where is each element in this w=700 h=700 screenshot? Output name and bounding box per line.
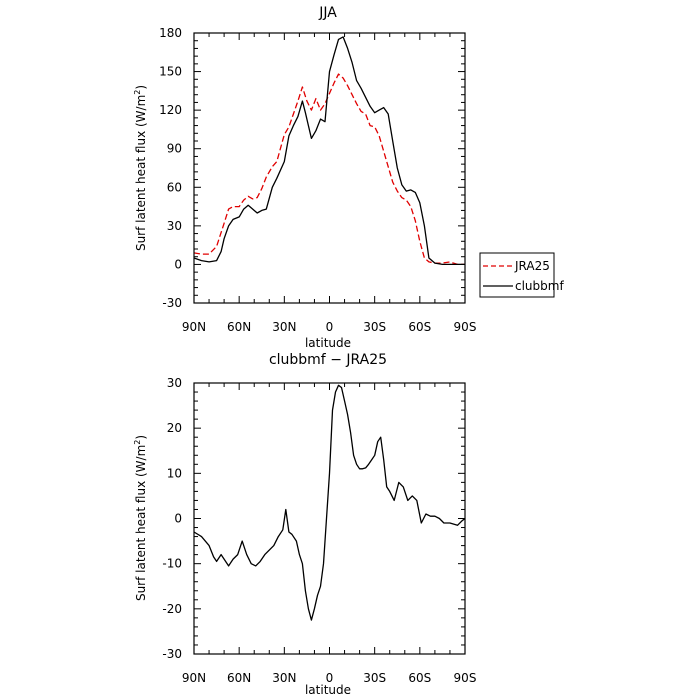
top-x-tick-label: 30N [272, 320, 296, 334]
bottom-x-tick-label: 60N [227, 671, 251, 685]
top-x-tick-label: 90S [454, 320, 477, 334]
top-x-axis-title: latitude [305, 336, 351, 350]
top-y-axis-title: Surf latent heat flux (W/m2) [133, 85, 148, 251]
bottom-y-axis-title-base: Surf latent heat flux (W/m [134, 445, 148, 601]
top-y-axis-title-base: Surf latent heat flux (W/m [134, 95, 148, 251]
bottom-x-tick-label: 30N [272, 671, 296, 685]
top-legend: JRA25 clubbmf [479, 252, 564, 298]
top-y-tick-label: 0 [174, 257, 182, 271]
top-x-tick-labels: 90N 60N 30N 0 30S 60S 90S [182, 320, 477, 334]
top-y-tick-labels: -30 0 30 60 90 120 150 180 [159, 26, 182, 310]
bottom-chart-title: clubbmf − JRA25 [269, 352, 387, 368]
bottom-axis-ticks [193, 382, 466, 655]
bottom-y-tick-labels: -30 -20 -10 0 10 20 30 [162, 376, 182, 661]
top-x-tick-label: 60S [408, 320, 431, 334]
bottom-y-axis-title-tail: ) [134, 435, 148, 440]
top-x-tick-label: 0 [326, 320, 334, 334]
top-y-tick-label: -30 [162, 296, 182, 310]
top-series-line-jra25 [193, 73, 465, 266]
bottom-series-line-difference [193, 384, 466, 621]
legend-label-jra25: JRA25 [514, 259, 550, 273]
top-y-tick-label: 180 [159, 26, 182, 40]
top-y-tick-label: 60 [167, 180, 182, 194]
top-series-group [193, 36, 465, 266]
bottom-x-tick-label: 90S [454, 671, 477, 685]
bottom-series-group [193, 384, 466, 621]
bottom-y-tick-label: -10 [162, 557, 182, 571]
bottom-y-tick-label: 20 [167, 421, 182, 435]
top-panel: JJA 90N 60N 30N 0 30S 60S 90S -30 0 30 60 90 120 150… [133, 5, 564, 350]
legend-label-clubbmf: clubbmf [515, 279, 564, 293]
bottom-y-tick-label: 0 [174, 512, 182, 526]
top-x-tick-label: 60N [227, 320, 251, 334]
top-y-axis-title-tail: ) [134, 85, 148, 90]
bottom-y-tick-label: -20 [162, 602, 182, 616]
bottom-y-tick-label: 10 [167, 466, 182, 480]
bottom-y-tick-label: 30 [167, 376, 182, 390]
top-series-line-clubbmf [193, 36, 465, 266]
bottom-x-tick-label: 0 [326, 671, 334, 685]
bottom-y-axis-title-sup: 2 [133, 440, 142, 445]
top-x-tick-label: 30S [363, 320, 386, 334]
top-x-tick-label: 90N [182, 320, 206, 334]
bottom-x-tick-labels: 90N 60N 30N 0 30S 60S 90S [182, 671, 477, 685]
bottom-y-axis-title: Surf latent heat flux (W/m2) [133, 435, 148, 601]
top-plot-frame [193, 32, 466, 304]
bottom-plot-frame [193, 382, 466, 655]
top-y-axis-title-sup: 2 [133, 90, 142, 95]
bottom-x-tick-label: 30S [363, 671, 386, 685]
top-y-tick-label: 150 [159, 65, 182, 79]
top-y-tick-label: 120 [159, 103, 182, 117]
bottom-panel: clubbmf − JRA25 90N 60N 30N 0 30S 60S 90S -30-… [133, 352, 476, 697]
legend-box [479, 252, 555, 298]
top-y-tick-label: 90 [167, 142, 182, 156]
top-y-tick-label: 30 [167, 219, 182, 233]
bottom-x-axis-title: latitude [305, 683, 351, 697]
bottom-x-tick-label: 90N [182, 671, 206, 685]
top-chart-title: JJA [318, 5, 337, 21]
bottom-y-tick-label: -30 [162, 647, 182, 661]
bottom-x-tick-label: 60S [408, 671, 431, 685]
